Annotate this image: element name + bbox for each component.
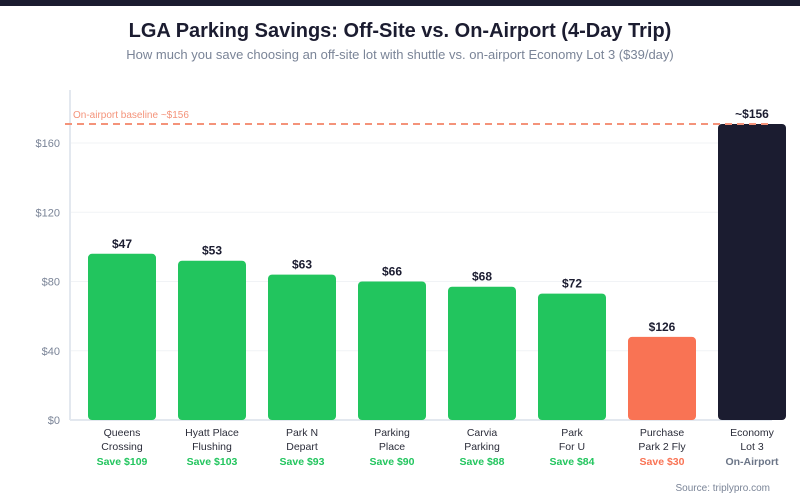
savings-label: Save $109 bbox=[97, 456, 148, 468]
bar-value-label: ~$156 bbox=[735, 107, 769, 121]
savings-label: On-Airport bbox=[725, 456, 779, 468]
bar-value-label: $66 bbox=[382, 265, 402, 279]
x-tick-label: Park N bbox=[286, 427, 318, 439]
bar bbox=[88, 253, 156, 420]
savings-label: Save $93 bbox=[280, 456, 325, 468]
savings-label: Save $30 bbox=[640, 456, 685, 468]
bar-value-label: $72 bbox=[562, 277, 582, 291]
x-tick-label: Park bbox=[561, 427, 583, 439]
bar bbox=[628, 336, 696, 420]
x-tick-label: Economy bbox=[730, 427, 775, 439]
source-note: Source: triplypro.com bbox=[675, 483, 770, 494]
x-tick-label: Park 2 Fly bbox=[638, 441, 686, 453]
x-axis-labels: Queens Crossing Save $109 Hyatt Place Flushi… bbox=[97, 427, 779, 468]
y-tick-label: $40 bbox=[42, 346, 60, 358]
reference-line-label: On-airport baseline ~$156 bbox=[73, 110, 189, 121]
y-tick-label: $160 bbox=[36, 138, 60, 150]
reference-line-group: On-airport baseline ~$156 bbox=[65, 110, 772, 125]
savings-label: Save $88 bbox=[460, 456, 505, 468]
y-tick-label: $0 bbox=[48, 415, 60, 427]
x-tick-label: Hyatt Place bbox=[185, 427, 239, 439]
x-tick-label: Purchase bbox=[640, 427, 685, 439]
x-tick-label: Place bbox=[379, 441, 405, 453]
y-tick-label: $80 bbox=[42, 277, 60, 289]
x-tick-label: For U bbox=[559, 441, 585, 453]
y-tick-label: $120 bbox=[36, 207, 60, 219]
bar bbox=[448, 286, 516, 420]
bar bbox=[718, 123, 786, 421]
bar-value-label: $47 bbox=[112, 237, 132, 251]
chart-subtitle: How much you save choosing an off-site l… bbox=[126, 47, 674, 62]
bar-value-label: $68 bbox=[472, 270, 492, 284]
bar-value-label: $53 bbox=[202, 244, 222, 258]
x-tick-label: Carvia bbox=[467, 427, 498, 439]
bars: $47 $53 $63 $66 $68 $72 $126 ~$156 bbox=[88, 107, 786, 421]
savings-label: Save $90 bbox=[370, 456, 415, 468]
chart-title: LGA Parking Savings: Off-Site vs. On-Air… bbox=[128, 20, 672, 42]
x-tick-label: Flushing bbox=[192, 441, 232, 453]
savings-label: Save $103 bbox=[187, 456, 238, 468]
x-tick-label: Crossing bbox=[101, 441, 143, 453]
x-tick-label: Queens bbox=[104, 427, 141, 439]
x-tick-label: Lot 3 bbox=[740, 441, 764, 453]
savings-label: Save $84 bbox=[550, 456, 595, 468]
top-bar bbox=[0, 0, 800, 6]
x-tick-label: Parking bbox=[464, 441, 500, 453]
bar bbox=[358, 281, 426, 420]
bar bbox=[538, 293, 606, 420]
bar-value-label: $63 bbox=[292, 258, 312, 272]
x-tick-label: Depart bbox=[286, 441, 318, 453]
bar bbox=[178, 260, 246, 420]
x-tick-label: Parking bbox=[374, 427, 410, 439]
bar-value-label: $126 bbox=[649, 320, 676, 334]
bar bbox=[268, 274, 336, 420]
